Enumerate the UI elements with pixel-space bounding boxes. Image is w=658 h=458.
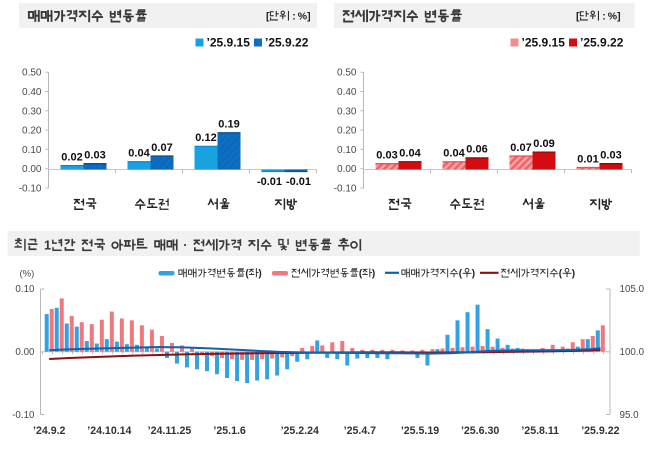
svg-text:0.04: 0.04 [128, 148, 150, 160]
svg-text:0.03: 0.03 [376, 150, 397, 162]
svg-text:(%): (%) [20, 269, 35, 280]
svg-text:%]: %] [298, 11, 311, 23]
svg-text:0.06: 0.06 [466, 144, 487, 156]
svg-text:): ) [258, 269, 261, 280]
svg-text:%]: %] [608, 11, 621, 23]
svg-text:’24.10.14: ’24.10.14 [87, 425, 131, 437]
svg-text:0.40: 0.40 [22, 87, 42, 98]
svg-text:100.0: 100.0 [620, 347, 645, 358]
svg-text:0.00: 0.00 [337, 164, 357, 175]
svg-text:0.12: 0.12 [195, 132, 216, 144]
svg-text::: : [602, 11, 606, 23]
svg-text:’24.9.2: ’24.9.2 [33, 425, 66, 437]
svg-text:’25.4.7: ’25.4.7 [344, 425, 377, 437]
svg-text:-0.10: -0.10 [12, 410, 35, 421]
svg-text:0.02: 0.02 [61, 151, 82, 163]
svg-text:-0.01: -0.01 [257, 176, 282, 188]
svg-text:’24.11.25: ’24.11.25 [148, 425, 192, 437]
svg-text:’25.1.6: ’25.1.6 [213, 425, 246, 437]
svg-text:-0.10: -0.10 [334, 184, 357, 195]
svg-text:’25.9.22: ’25.9.22 [581, 425, 619, 437]
svg-text:0.03: 0.03 [600, 150, 621, 162]
svg-text:0.20: 0.20 [22, 126, 42, 137]
svg-text:): ) [472, 269, 475, 280]
svg-text:0.30: 0.30 [337, 106, 357, 117]
svg-text:0.01: 0.01 [577, 153, 598, 165]
svg-text:’25.9.15: ’25.9.15 [522, 36, 566, 50]
svg-text:0.00: 0.00 [22, 164, 42, 175]
svg-text:(: ( [359, 269, 363, 280]
svg-text:): ) [372, 269, 375, 280]
svg-text:0.19: 0.19 [218, 119, 239, 131]
svg-text:(: ( [459, 269, 463, 280]
svg-text:’25.9.22: ’25.9.22 [580, 36, 624, 50]
svg-text:0.20: 0.20 [337, 126, 357, 137]
svg-text:105.0: 105.0 [620, 284, 645, 295]
svg-text:[: [ [576, 11, 580, 23]
svg-text:(: ( [559, 269, 563, 280]
svg-text:0.10: 0.10 [22, 145, 42, 156]
svg-text:0.00: 0.00 [15, 347, 35, 358]
svg-text:·: · [183, 239, 187, 253]
svg-text:’25.9.22: ’25.9.22 [265, 36, 309, 50]
svg-text:0.30: 0.30 [22, 106, 42, 117]
svg-text:(: ( [245, 269, 249, 280]
svg-text:0.09: 0.09 [533, 138, 554, 150]
svg-text:’25.2.24: ’25.2.24 [281, 425, 319, 437]
svg-text:[: [ [266, 11, 270, 23]
svg-text::: : [292, 11, 296, 23]
svg-text:0.07: 0.07 [510, 142, 531, 154]
svg-text:0.04: 0.04 [399, 148, 421, 160]
svg-text:0.10: 0.10 [15, 284, 35, 295]
svg-text:-0.01: -0.01 [286, 176, 311, 188]
svg-text:’25.8.11: ’25.8.11 [521, 425, 559, 437]
svg-text:’25.5.19: ’25.5.19 [401, 425, 439, 437]
svg-text:0.03: 0.03 [84, 150, 105, 162]
svg-text:0.07: 0.07 [151, 142, 172, 154]
svg-text:0.10: 0.10 [337, 145, 357, 156]
svg-text:0.50: 0.50 [22, 68, 42, 79]
svg-text:95.0: 95.0 [620, 410, 640, 421]
svg-text:): ) [572, 269, 575, 280]
svg-text:’25.6.30: ’25.6.30 [461, 425, 499, 437]
svg-text:0.40: 0.40 [337, 87, 357, 98]
svg-text:0.04: 0.04 [443, 148, 465, 160]
svg-text:0.50: 0.50 [337, 68, 357, 79]
svg-text:-0.10: -0.10 [19, 184, 42, 195]
svg-text:’25.9.15: ’25.9.15 [207, 36, 251, 50]
svg-text:1: 1 [44, 239, 51, 253]
